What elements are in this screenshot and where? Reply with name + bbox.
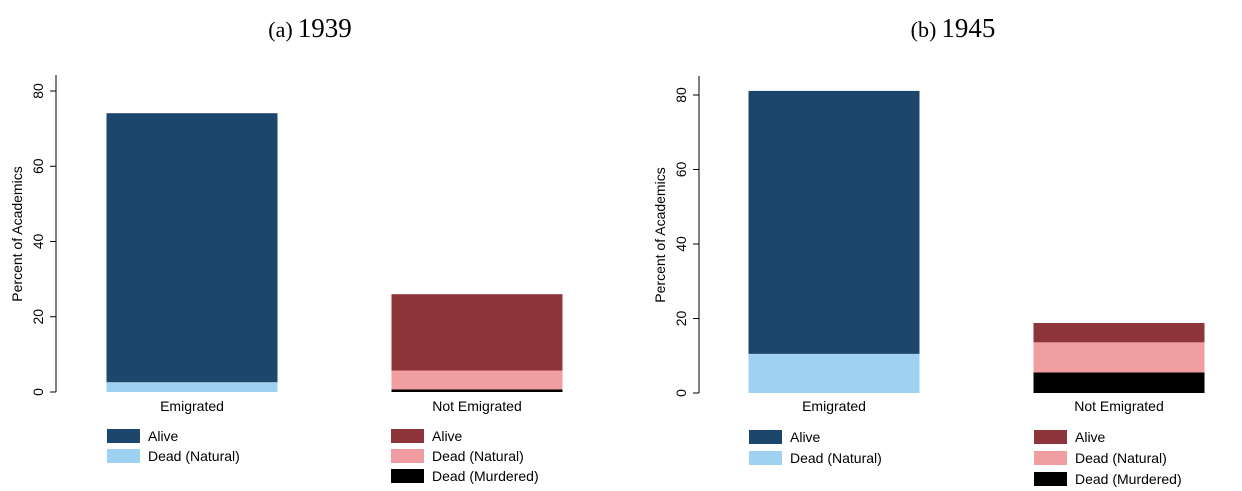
y-tick-label: 60 — [673, 162, 689, 178]
legend-swatch-alive — [391, 429, 424, 443]
legend-swatch-dead-murdered — [391, 469, 424, 483]
bar-emigrated-alive — [106, 113, 278, 383]
legend-label: Dead (Murdered) — [1075, 471, 1182, 487]
panel-title: (b) 1945 — [911, 13, 996, 43]
bar-not-emigrated-dead-murdered — [1033, 372, 1205, 393]
category-labels: Emigrated Not Emigrated — [802, 398, 1164, 414]
bar-not-emigrated-dead-murdered — [391, 389, 563, 392]
legend-label: Dead (Natural) — [148, 448, 240, 464]
bar-not-emigrated-dead-natural — [1033, 342, 1205, 373]
category-label: Emigrated — [160, 398, 224, 414]
legend-swatch-alive — [107, 429, 140, 443]
y-tick-label: 20 — [673, 311, 689, 327]
legend-swatch-alive — [749, 430, 782, 444]
bar-not-emigrated-alive — [1033, 322, 1205, 343]
y-tick-label: 80 — [673, 87, 689, 103]
legend: Alive Dead (Natural) Alive Dead (Natural) De… — [107, 428, 539, 484]
legend-label: Alive — [790, 429, 821, 445]
y-tick-label: 80 — [30, 83, 46, 99]
y-tick-label: 0 — [30, 388, 46, 396]
y-axis-label: Percent of Academics — [652, 167, 668, 302]
bar-not-emigrated-alive — [391, 294, 563, 371]
panel-title-prefix: (a) — [268, 17, 292, 42]
bar-not-emigrated-dead-natural — [391, 370, 563, 390]
y-axis-ticks: 0 20 40 60 80 — [673, 87, 699, 397]
panel-title-year: 1939 — [298, 13, 352, 43]
bars — [748, 90, 1205, 393]
legend-label: Dead (Natural) — [790, 450, 882, 466]
bars — [106, 113, 563, 392]
bar-emigrated-dead-natural — [106, 382, 278, 392]
panel-title-prefix: (b) — [911, 17, 937, 42]
panel-1939: (a) 1939 Percent of Academics 0 20 40 60 80 E… — [9, 13, 563, 484]
category-label: Not Emigrated — [432, 398, 521, 414]
legend-label: Dead (Murdered) — [432, 468, 539, 484]
legend-label: Dead (Natural) — [432, 448, 524, 464]
panel-title-year: 1945 — [941, 13, 995, 43]
legend: Alive Dead (Natural) Alive Dead (Natural) De… — [749, 429, 1182, 487]
y-tick-label: 0 — [673, 389, 689, 397]
category-labels: Emigrated Not Emigrated — [160, 398, 522, 414]
y-axis-label: Percent of Academics — [9, 166, 25, 301]
legend-swatch-dead-natural — [391, 449, 424, 463]
category-label: Emigrated — [802, 398, 866, 414]
legend-swatch-alive — [1034, 430, 1067, 444]
legend-label: Alive — [432, 428, 463, 444]
bar-emigrated-alive — [748, 90, 920, 354]
category-label: Not Emigrated — [1074, 398, 1163, 414]
legend-swatch-dead-natural — [749, 451, 782, 465]
panel-title: (a) 1939 — [268, 13, 351, 43]
panel-1945: (b) 1945 Percent of Academics 0 20 40 60 80 E… — [652, 13, 1205, 487]
legend-swatch-dead-murdered — [1034, 472, 1067, 486]
legend-label: Alive — [1075, 429, 1106, 445]
bar-emigrated-dead-natural — [748, 353, 920, 393]
y-tick-label: 60 — [30, 158, 46, 174]
legend-label: Dead (Natural) — [1075, 450, 1167, 466]
y-tick-label: 20 — [30, 309, 46, 325]
y-tick-label: 40 — [673, 236, 689, 252]
y-tick-label: 40 — [30, 234, 46, 250]
legend-swatch-dead-natural — [107, 449, 140, 463]
y-axis-ticks: 0 20 40 60 80 — [30, 83, 56, 396]
legend-swatch-dead-natural — [1034, 451, 1067, 465]
legend-label: Alive — [148, 428, 179, 444]
